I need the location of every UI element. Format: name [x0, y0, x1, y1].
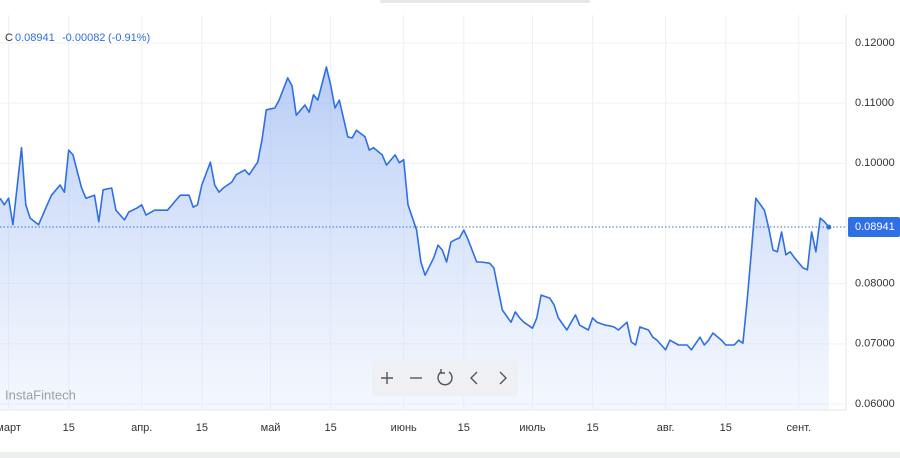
- area-fill: [0, 67, 829, 410]
- x-tick-label: авг.: [657, 422, 675, 434]
- right-icon: [499, 371, 507, 385]
- change: -0.00082: [62, 32, 105, 44]
- x-tick-label: 15: [458, 422, 470, 434]
- left-icon: [470, 371, 478, 385]
- last-point: [826, 224, 832, 230]
- price-tag: [848, 217, 900, 238]
- plus-icon: [381, 372, 393, 384]
- bottom-bar: [0, 452, 900, 458]
- y-tick-label: 0.11000: [855, 97, 894, 109]
- y-tick-label: 0.08000: [855, 278, 895, 290]
- button-area[interactable]: [462, 365, 486, 391]
- button-area[interactable]: [433, 365, 457, 391]
- x-tick-label: 15: [63, 422, 75, 434]
- x-tick-label: сент.: [786, 422, 811, 434]
- y-tick-label: 0.10000: [855, 157, 895, 169]
- last-price: 0.08941: [15, 32, 55, 44]
- price-tag-label: 0.08941: [855, 221, 895, 233]
- top-bar: [380, 0, 590, 3]
- header: C 0.08941 -0.00082 (-0.91%): [5, 32, 150, 44]
- x-tick-label: июль: [519, 422, 546, 434]
- x-tick-label: 15: [196, 422, 208, 434]
- plot: [0, 66, 846, 410]
- scroll-right-button[interactable]: [491, 365, 515, 391]
- y-tick-label: 0.12000: [855, 37, 895, 49]
- x-tick-label: апр.: [131, 422, 152, 434]
- watermark: InstaFintech: [5, 387, 76, 402]
- x-tick-label: май: [261, 422, 281, 434]
- price-line: [0, 66, 830, 351]
- symbol: C: [5, 32, 13, 44]
- button-area[interactable]: [491, 365, 515, 391]
- x-tick-label: 15: [720, 422, 732, 434]
- x-tick-label: 15: [587, 422, 599, 434]
- zoom-in-button[interactable]: [375, 365, 399, 391]
- x-tick-label: июнь: [391, 422, 417, 434]
- change-percent: (-0.91%): [108, 32, 150, 44]
- x-tick-label: 15: [325, 422, 337, 434]
- y-tick-label: 0.06000: [855, 398, 895, 410]
- zoom-out-button[interactable]: [404, 365, 428, 391]
- controls-bg: [372, 360, 518, 396]
- scroll-left-button[interactable]: [462, 365, 486, 391]
- zoom-controls: [372, 360, 518, 396]
- x-tick-label: март: [0, 422, 21, 434]
- reset-icon-arrow: [440, 369, 445, 374]
- y-tick-label: 0.07000: [855, 338, 895, 350]
- reset-icon: [437, 371, 453, 386]
- reset-button[interactable]: [433, 365, 457, 391]
